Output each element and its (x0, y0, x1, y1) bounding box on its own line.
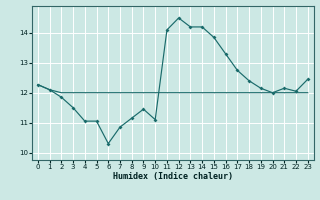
X-axis label: Humidex (Indice chaleur): Humidex (Indice chaleur) (113, 172, 233, 181)
